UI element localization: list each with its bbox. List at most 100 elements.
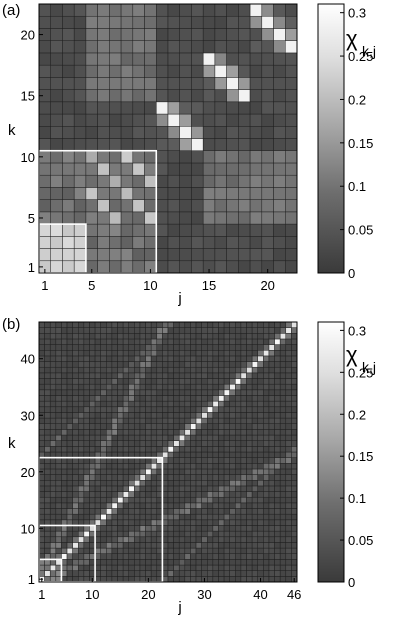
heatmap-cell bbox=[218, 457, 225, 464]
heatmap-cell bbox=[249, 126, 263, 139]
heatmap-cell bbox=[72, 423, 79, 430]
heatmap-cell bbox=[66, 547, 73, 554]
heatmap-cell bbox=[111, 502, 118, 509]
heatmap-cell bbox=[122, 525, 129, 532]
heatmap-cell bbox=[128, 434, 135, 441]
heatmap-cell bbox=[207, 344, 214, 351]
heatmap-cell bbox=[279, 496, 287, 504]
heatmap-cell bbox=[144, 77, 157, 90]
heatmap-cell bbox=[109, 187, 122, 200]
heatmap-cell bbox=[273, 138, 286, 151]
heatmap-cell bbox=[89, 451, 96, 458]
heatmap-cell bbox=[291, 508, 298, 515]
heatmap-cell bbox=[78, 463, 85, 470]
heatmap-cell bbox=[55, 570, 62, 577]
heatmap-cell bbox=[38, 64, 51, 78]
heatmap-cell bbox=[55, 463, 62, 470]
heatmap-cell bbox=[184, 446, 191, 453]
heatmap-cell bbox=[212, 400, 219, 408]
heatmap-cell bbox=[235, 378, 242, 385]
heatmap-cell bbox=[109, 138, 122, 151]
heatmap-cell bbox=[73, 3, 87, 17]
heatmap-cell bbox=[274, 429, 281, 436]
heatmap-cell bbox=[235, 570, 242, 577]
heatmap-cell bbox=[263, 559, 270, 566]
heatmap-cell bbox=[94, 446, 101, 453]
heatmap-cell bbox=[268, 383, 275, 391]
heatmap-cell bbox=[214, 187, 227, 200]
heatmap-cell bbox=[207, 395, 214, 402]
heatmap-cell bbox=[257, 446, 264, 453]
heatmap-cell bbox=[106, 383, 113, 391]
heatmap-cell bbox=[251, 446, 258, 453]
heatmap-cell bbox=[73, 77, 87, 90]
heatmap-cell bbox=[73, 101, 87, 115]
heatmap-cell bbox=[106, 372, 113, 379]
heatmap-cell bbox=[184, 491, 191, 498]
heatmap-cell bbox=[156, 333, 163, 340]
heatmap-cell bbox=[251, 412, 258, 419]
heatmap-cell bbox=[251, 480, 258, 487]
heatmap-cell bbox=[229, 355, 236, 362]
heatmap-cell bbox=[285, 162, 298, 176]
heatmap-cell bbox=[44, 333, 51, 340]
heatmap-cell bbox=[122, 338, 129, 345]
heatmap-cell bbox=[178, 564, 186, 571]
heatmap-cell bbox=[111, 389, 118, 396]
heatmap-cell bbox=[179, 64, 192, 78]
heatmap-cell bbox=[184, 519, 191, 526]
heatmap-cell bbox=[167, 457, 174, 464]
heatmap-cell bbox=[251, 417, 258, 424]
heatmap-cell bbox=[285, 383, 292, 391]
heatmap-cell bbox=[139, 378, 146, 385]
heatmap-cell bbox=[134, 355, 141, 362]
heatmap-cell bbox=[251, 536, 258, 543]
heatmap-cell bbox=[72, 355, 79, 362]
heatmap-cell bbox=[257, 502, 264, 509]
heatmap-cell bbox=[214, 101, 227, 115]
heatmap-cell bbox=[38, 406, 45, 413]
heatmap-cell bbox=[122, 361, 129, 368]
heatmap-cell bbox=[50, 64, 63, 78]
heatmap-cell bbox=[190, 389, 197, 396]
heatmap-cell bbox=[268, 389, 275, 396]
heatmap-cell bbox=[257, 400, 264, 408]
heatmap-cell bbox=[167, 355, 174, 362]
heatmap-cell bbox=[202, 211, 216, 225]
heatmap-cell bbox=[191, 126, 204, 139]
heatmap-cell bbox=[285, 457, 292, 464]
heatmap-cell bbox=[128, 350, 135, 357]
heatmap-cell bbox=[214, 113, 227, 127]
heatmap-cell bbox=[257, 378, 264, 385]
heatmap-cell bbox=[132, 3, 145, 17]
heatmap-cell bbox=[156, 174, 169, 188]
heatmap-cell bbox=[173, 564, 180, 571]
heatmap-cell bbox=[246, 372, 253, 379]
heatmap-cell bbox=[139, 513, 146, 521]
heatmap-cell bbox=[100, 564, 107, 571]
heatmap-cell bbox=[223, 395, 230, 402]
heatmap-cell bbox=[235, 350, 242, 357]
heatmap-cell bbox=[120, 260, 134, 274]
heatmap-cell bbox=[173, 344, 180, 351]
heatmap-cell bbox=[212, 536, 219, 543]
heatmap-cell bbox=[184, 570, 191, 577]
heatmap-cell bbox=[202, 28, 216, 41]
heatmap-cell bbox=[291, 474, 298, 481]
heatmap-cell bbox=[218, 468, 225, 475]
heatmap-cell bbox=[145, 457, 152, 464]
heatmap-cell bbox=[195, 395, 202, 402]
heatmap-cell bbox=[109, 113, 122, 127]
heatmap-cell bbox=[178, 508, 186, 515]
heatmap-cell bbox=[285, 451, 292, 458]
colorbar-a-subscript: k,j bbox=[362, 43, 376, 59]
heatmap-cell bbox=[218, 547, 225, 554]
heatmap-cell bbox=[229, 400, 236, 408]
heatmap-cell bbox=[128, 508, 135, 515]
heatmap-cell bbox=[100, 508, 107, 515]
heatmap-cell bbox=[145, 389, 152, 396]
heatmap-cell bbox=[50, 236, 63, 249]
heatmap-cell bbox=[178, 542, 186, 549]
heatmap-cell bbox=[184, 553, 191, 560]
